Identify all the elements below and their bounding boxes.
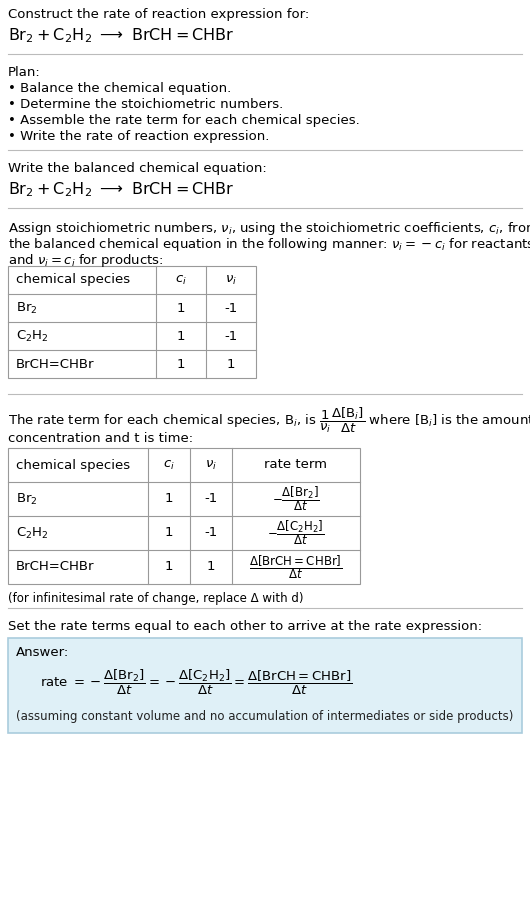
- Bar: [8, 266, 256, 378]
- Text: 1: 1: [176, 358, 186, 370]
- Text: -1: -1: [205, 527, 218, 540]
- Text: 1: 1: [165, 527, 173, 540]
- Text: The rate term for each chemical species, $\mathrm{B}_i$, is $\dfrac{1}{\nu_i}\df: The rate term for each chemical species,…: [8, 406, 530, 435]
- Text: concentration and t is time:: concentration and t is time:: [8, 432, 193, 445]
- FancyBboxPatch shape: [8, 638, 522, 733]
- Text: • Determine the stoichiometric numbers.: • Determine the stoichiometric numbers.: [8, 98, 283, 111]
- Text: $c_i$: $c_i$: [175, 273, 187, 287]
- Text: BrCH=CHBr: BrCH=CHBr: [16, 358, 94, 370]
- Text: $-\dfrac{\Delta[\mathrm{Br_2}]}{\Delta t}$: $-\dfrac{\Delta[\mathrm{Br_2}]}{\Delta t…: [272, 485, 320, 513]
- Text: rate term: rate term: [264, 459, 328, 471]
- Text: -1: -1: [224, 301, 237, 315]
- Text: chemical species: chemical species: [16, 459, 130, 471]
- Text: $\mathrm{C_2H_2}$: $\mathrm{C_2H_2}$: [16, 329, 49, 344]
- Text: $\mathrm{Br_2}$: $\mathrm{Br_2}$: [16, 300, 38, 316]
- Text: • Balance the chemical equation.: • Balance the chemical equation.: [8, 82, 231, 95]
- Text: (assuming constant volume and no accumulation of intermediates or side products): (assuming constant volume and no accumul…: [16, 710, 514, 723]
- Text: $\nu_i$: $\nu_i$: [205, 459, 217, 471]
- Text: 1: 1: [165, 492, 173, 505]
- Text: 1: 1: [176, 329, 186, 342]
- Text: • Assemble the rate term for each chemical species.: • Assemble the rate term for each chemic…: [8, 114, 360, 127]
- Text: chemical species: chemical species: [16, 274, 130, 287]
- Text: Set the rate terms equal to each other to arrive at the rate expression:: Set the rate terms equal to each other t…: [8, 620, 482, 633]
- Text: $c_i$: $c_i$: [163, 459, 175, 471]
- Text: the balanced chemical equation in the following manner: $\nu_i = -c_i$ for react: the balanced chemical equation in the fo…: [8, 236, 530, 253]
- Text: 1: 1: [207, 561, 215, 573]
- Text: $\mathrm{Br_2 + C_2H_2 \ \longrightarrow \ BrCH{=}CHBr}$: $\mathrm{Br_2 + C_2H_2 \ \longrightarrow…: [8, 26, 234, 45]
- Text: $\nu_i$: $\nu_i$: [225, 273, 237, 287]
- Text: 1: 1: [227, 358, 235, 370]
- Text: $\mathrm{Br_2}$: $\mathrm{Br_2}$: [16, 491, 38, 507]
- Text: $\mathrm{Br_2 + C_2H_2 \ \longrightarrow \ BrCH{=}CHBr}$: $\mathrm{Br_2 + C_2H_2 \ \longrightarrow…: [8, 180, 234, 198]
- Text: 1: 1: [176, 301, 186, 315]
- Text: Assign stoichiometric numbers, $\nu_i$, using the stoichiometric coefficients, $: Assign stoichiometric numbers, $\nu_i$, …: [8, 220, 530, 237]
- Text: $\dfrac{\Delta[\mathrm{BrCH{=}CHBr}]}{\Delta t}$: $\dfrac{\Delta[\mathrm{BrCH{=}CHBr}]}{\D…: [249, 553, 343, 581]
- Text: rate $= -\dfrac{\Delta[\mathrm{Br_2}]}{\Delta t} = -\dfrac{\Delta[\mathrm{C_2H_2: rate $= -\dfrac{\Delta[\mathrm{Br_2}]}{\…: [40, 668, 352, 697]
- Text: Construct the rate of reaction expression for:: Construct the rate of reaction expressio…: [8, 8, 309, 21]
- Text: 1: 1: [165, 561, 173, 573]
- Text: (for infinitesimal rate of change, replace Δ with d): (for infinitesimal rate of change, repla…: [8, 592, 304, 605]
- Text: Plan:: Plan:: [8, 66, 41, 79]
- Bar: [8, 448, 360, 584]
- Text: Answer:: Answer:: [16, 646, 69, 659]
- Text: $-\dfrac{\Delta[\mathrm{C_2H_2}]}{\Delta t}$: $-\dfrac{\Delta[\mathrm{C_2H_2}]}{\Delta…: [267, 519, 325, 548]
- Text: -1: -1: [224, 329, 237, 342]
- Text: and $\nu_i = c_i$ for products:: and $\nu_i = c_i$ for products:: [8, 252, 164, 269]
- Text: BrCH=CHBr: BrCH=CHBr: [16, 561, 94, 573]
- Text: Write the balanced chemical equation:: Write the balanced chemical equation:: [8, 162, 267, 175]
- Text: $\mathrm{C_2H_2}$: $\mathrm{C_2H_2}$: [16, 525, 49, 541]
- Text: -1: -1: [205, 492, 218, 505]
- Text: • Write the rate of reaction expression.: • Write the rate of reaction expression.: [8, 130, 269, 143]
